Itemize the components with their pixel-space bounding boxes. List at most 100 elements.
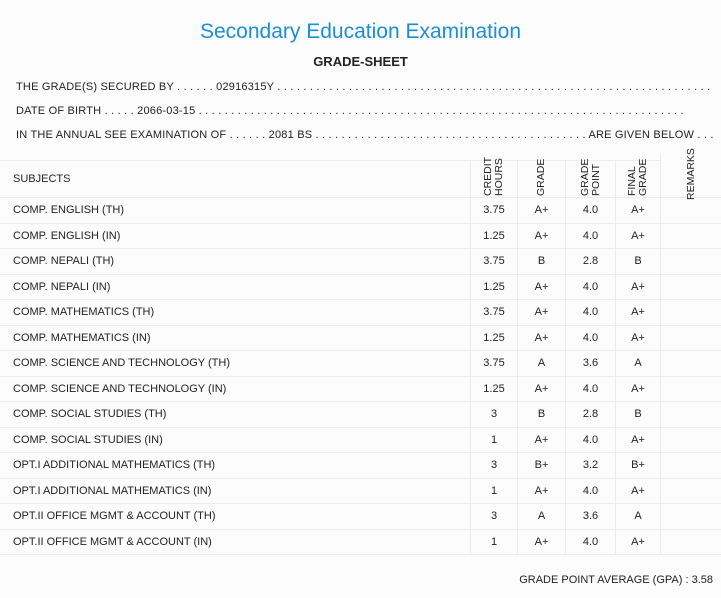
grade-cell: A+ xyxy=(615,478,660,504)
grade-cell: B xyxy=(517,402,565,428)
grade-cell: A xyxy=(615,504,660,530)
info-line: IN THE ANNUAL SEE EXAMINATION OF . . . .… xyxy=(16,129,714,141)
grade-cell: 3.6 xyxy=(565,351,615,377)
grade-cell: 3.75 xyxy=(470,351,517,377)
info-line: DATE OF BIRTH . . . . . 2066-03-15 . . .… xyxy=(16,105,684,117)
grade-cell: 3 xyxy=(470,504,517,530)
remarks-cell xyxy=(660,351,721,377)
grade-cell: 4.0 xyxy=(565,300,615,326)
grade-cell: 3.75 xyxy=(470,300,517,326)
remarks-cell xyxy=(660,223,721,249)
remarks-cell xyxy=(660,504,721,530)
subject-cell: COMP. SCIENCE AND TECHNOLOGY (IN) xyxy=(0,377,470,402)
grade-cell: 4.0 xyxy=(565,427,615,453)
grade-cell: A xyxy=(517,351,565,377)
remarks-cell xyxy=(660,300,721,326)
column-header: GRADE xyxy=(517,158,565,198)
remarks-cell xyxy=(660,478,721,504)
grade-cell: A+ xyxy=(615,223,660,249)
grade-cell: 4.0 xyxy=(565,529,615,555)
grade-cell: 1 xyxy=(470,427,517,453)
subject-cell: OPT.I ADDITIONAL MATHEMATICS (IN) xyxy=(0,479,470,504)
grade-cell: 3.75 xyxy=(470,249,517,275)
grade-cell: 3 xyxy=(470,453,517,479)
grade-cell: 2.8 xyxy=(565,402,615,428)
grade-cell: 1.25 xyxy=(470,325,517,351)
grade-cell: 3.6 xyxy=(565,504,615,530)
grade-cell: A+ xyxy=(517,274,565,300)
gpa: GRADE POINT AVERAGE (GPA) : 3.58 xyxy=(519,574,713,586)
grade-cell: 4.0 xyxy=(565,376,615,402)
grade-cell: A+ xyxy=(615,529,660,555)
info-line: THE GRADE(S) SECURED BY . . . . . . 0291… xyxy=(16,81,711,93)
remarks-cell xyxy=(660,274,721,300)
grade-cell: A+ xyxy=(615,300,660,326)
subject-cell: COMP. NEPALI (IN) xyxy=(0,275,470,300)
grade-cell: A+ xyxy=(517,376,565,402)
subject-cell: COMP. NEPALI (TH) xyxy=(0,249,470,275)
grade-cell: A+ xyxy=(615,325,660,351)
grade-cell: A+ xyxy=(517,529,565,555)
grade-cell: 1.25 xyxy=(470,274,517,300)
remarks-cell xyxy=(660,453,721,479)
subject-cell: COMP. SOCIAL STUDIES (TH) xyxy=(0,402,470,428)
grade-cell: A+ xyxy=(615,274,660,300)
subject-cell: COMP. ENGLISH (TH) xyxy=(0,198,470,224)
grade-cell: 4.0 xyxy=(565,478,615,504)
column-header: FINAL GRADE xyxy=(615,158,660,198)
grade-cell: 1 xyxy=(470,529,517,555)
grade-cell: B xyxy=(615,249,660,275)
subject-cell: OPT.I ADDITIONAL MATHEMATICS (TH) xyxy=(0,453,470,479)
remarks-cell xyxy=(660,529,721,555)
column-header-text: CREDIT HOURS xyxy=(482,157,505,196)
grade-cell: A+ xyxy=(517,427,565,453)
grade-cell: B xyxy=(615,402,660,428)
column-header: SUBJECTS xyxy=(0,160,470,198)
remarks-cell xyxy=(660,427,721,453)
grade-cell: 3.75 xyxy=(470,198,517,224)
subject-cell: COMP. MATHEMATICS (IN) xyxy=(0,326,470,351)
subtitle: GRADE-SHEET xyxy=(313,54,408,69)
remarks-cell xyxy=(660,376,721,402)
column-header-text: FINAL GRADE xyxy=(626,158,649,196)
column-header: REMARKS xyxy=(660,148,721,200)
grade-cell: 1 xyxy=(470,478,517,504)
grade-cell: B+ xyxy=(615,453,660,479)
subject-cell: COMP. SOCIAL STUDIES (IN) xyxy=(0,428,470,453)
grade-cell: A+ xyxy=(517,325,565,351)
grade-cell: A+ xyxy=(517,300,565,326)
grade-cell: A+ xyxy=(517,198,565,224)
grade-cell: A+ xyxy=(615,198,660,224)
grade-cell: 3 xyxy=(470,402,517,428)
grade-cell: 2.8 xyxy=(565,249,615,275)
grade-cell: A+ xyxy=(517,478,565,504)
grade-cell: 3.2 xyxy=(565,453,615,479)
grade-cell: A+ xyxy=(615,376,660,402)
subject-cell: COMP. SCIENCE AND TECHNOLOGY (TH) xyxy=(0,351,470,377)
grade-cell: 1.25 xyxy=(470,376,517,402)
subject-cell: OPT.II OFFICE MGMT & ACCOUNT (IN) xyxy=(0,530,470,555)
remarks-cell xyxy=(660,402,721,428)
column-header: CREDIT HOURS xyxy=(470,157,517,198)
subject-cell: COMP. ENGLISH (IN) xyxy=(0,224,470,249)
column-header-text: GRADE POINT xyxy=(578,158,602,196)
title: Secondary Education Examination xyxy=(199,20,522,43)
grade-cell: 4.0 xyxy=(565,198,615,224)
grade-cell: B xyxy=(517,249,565,275)
grade-cell: 4.0 xyxy=(565,223,615,249)
remarks-cell xyxy=(660,325,721,351)
remarks-cell xyxy=(660,198,721,224)
grade-cell: A+ xyxy=(517,223,565,249)
remarks-cell xyxy=(660,249,721,275)
grade-cell: 4.0 xyxy=(565,274,615,300)
subject-cell: OPT.II OFFICE MGMT & ACCOUNT (TH) xyxy=(0,504,470,530)
grade-cell: 1.25 xyxy=(470,223,517,249)
grade-cell: A+ xyxy=(615,427,660,453)
column-header: GRADE POINT xyxy=(565,158,615,198)
subject-cell: COMP. MATHEMATICS (TH) xyxy=(0,300,470,326)
grade-cell: A xyxy=(517,504,565,530)
grade-cell: A xyxy=(615,351,660,377)
grade-cell: B+ xyxy=(517,453,565,479)
column-header-text: GRADE xyxy=(535,158,547,196)
